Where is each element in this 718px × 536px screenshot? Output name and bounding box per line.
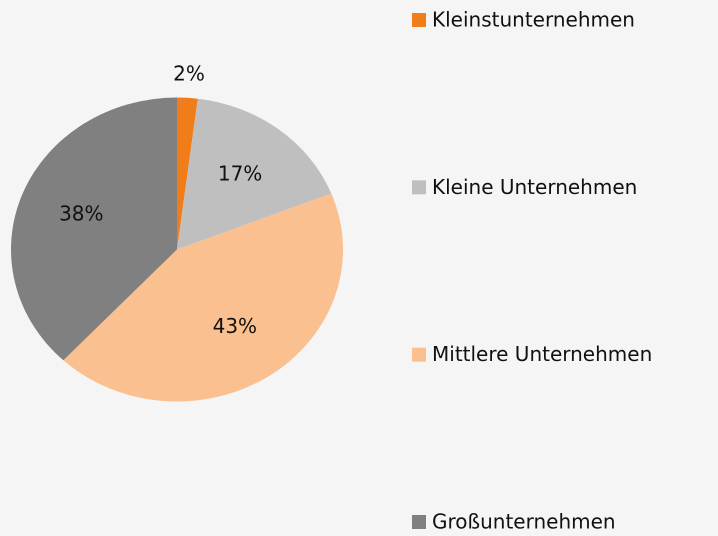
pie-slice [11, 97, 177, 361]
data-label: 17% [218, 162, 262, 186]
legend-swatch [412, 347, 426, 362]
pie-slice [177, 98, 332, 250]
legend-swatch [412, 180, 426, 195]
legend-label: Mittlere Unternehmen [432, 342, 652, 366]
legend-label: Kleinstunternehmen [432, 8, 635, 32]
legend-label: Großunternehmen [432, 510, 616, 533]
data-label: 38% [59, 201, 103, 225]
pie-slice [177, 97, 198, 250]
legend-swatch [412, 13, 426, 27]
data-label: 43% [213, 314, 257, 338]
pie-slice [63, 193, 343, 402]
data-label: 2% [173, 62, 205, 86]
legend-label: Kleine Unternehmen [432, 175, 637, 199]
legend-swatch [412, 515, 426, 529]
